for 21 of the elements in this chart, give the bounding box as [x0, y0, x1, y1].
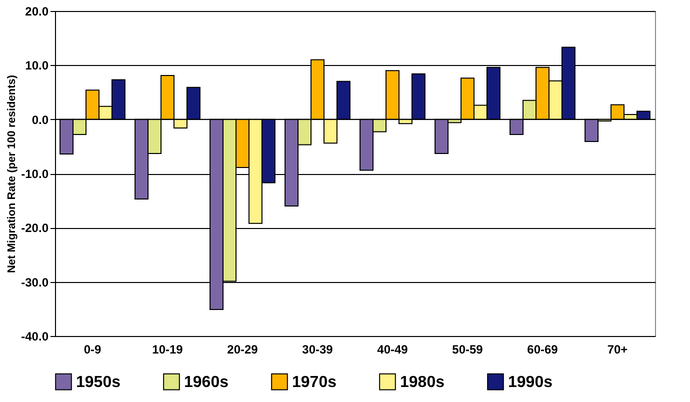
x-tick-label: 60-69 — [527, 342, 558, 356]
x-tick-label: 50-59 — [452, 342, 484, 356]
y-tick-label: 20.0 — [25, 4, 49, 18]
legend-label: 1960s — [184, 374, 229, 391]
legend-label: 1990s — [508, 374, 553, 391]
legend-label: 1970s — [292, 374, 337, 391]
x-tick-label: 40-49 — [377, 342, 408, 356]
y-tick-label: 0.0 — [32, 112, 49, 127]
y-tick-label: -30.0 — [21, 275, 49, 290]
x-tick-label: 0-9 — [84, 342, 102, 356]
legend-label: 1950s — [76, 374, 121, 391]
y-tick-label: -20.0 — [21, 221, 49, 236]
x-tick-label: 10-19 — [152, 342, 184, 356]
x-tick-label: 30-39 — [302, 342, 334, 356]
x-tick-label: 70+ — [607, 342, 628, 356]
y-tick-label: -10.0 — [21, 167, 49, 181]
y-axis-title: Net Migration Rate (per 100 residents) — [6, 74, 18, 274]
legend-label: 1980s — [400, 374, 445, 391]
y-tick-label: 10.0 — [25, 58, 49, 73]
x-tick-label: 20-29 — [227, 342, 258, 356]
y-tick-label: -40.0 — [21, 330, 49, 344]
